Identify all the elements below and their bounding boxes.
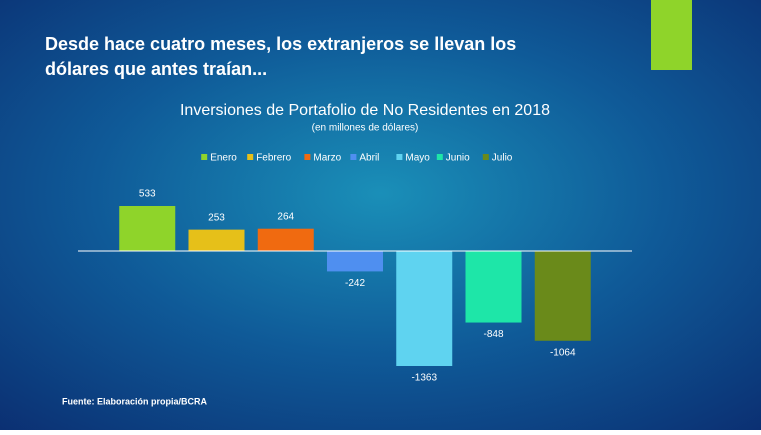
bar (188, 229, 245, 251)
legend-swatch (436, 154, 443, 160)
data-label: 253 (208, 212, 225, 223)
bar (465, 250, 522, 323)
chart-title: Inversiones de Portafolio de No Resident… (180, 102, 550, 119)
legend-swatch (247, 154, 254, 160)
bar (119, 206, 176, 251)
data-label: -1064 (550, 347, 576, 358)
data-label: -848 (483, 329, 503, 340)
bar (257, 228, 314, 251)
bar (534, 250, 591, 341)
chart-subtitle: (en millones de dólares) (312, 123, 419, 134)
legend-label: Junio (446, 153, 470, 164)
source: Fuente: Elaboración propia/BCRA (62, 396, 208, 406)
accent-block (651, 0, 692, 70)
slide-title: dólares que antes traían... (45, 59, 267, 79)
data-label: -242 (345, 278, 365, 289)
data-label: 264 (277, 211, 294, 222)
slide-title: Desde hace cuatro meses, los extranjeros… (45, 34, 516, 54)
legend-label: Marzo (313, 153, 341, 164)
data-label: -1363 (411, 373, 437, 384)
bar (396, 250, 453, 366)
data-label: 533 (139, 189, 156, 200)
legend-label: Febrero (256, 153, 291, 164)
bar (327, 250, 383, 272)
legend-label: Abril (359, 153, 379, 164)
legend-swatch (482, 154, 489, 160)
legend-label: Julio (492, 153, 513, 164)
legend-swatch (396, 154, 403, 160)
legend-swatch (201, 154, 208, 160)
legend-label: Mayo (405, 153, 430, 164)
legend-swatch (304, 154, 311, 160)
legend-swatch (350, 154, 357, 160)
legend-label: Enero (210, 153, 237, 164)
